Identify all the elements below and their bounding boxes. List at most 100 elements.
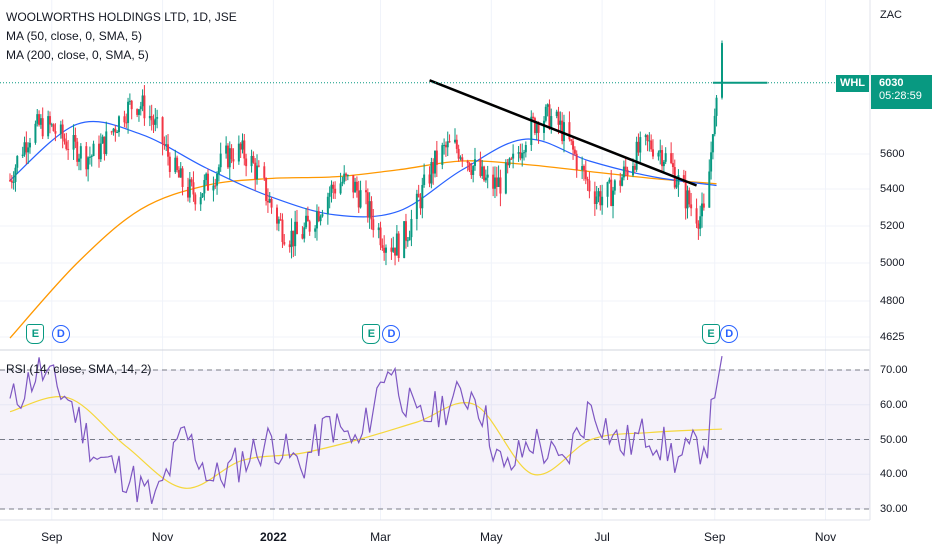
candle-body: [59, 124, 62, 134]
earnings-event-icon[interactable]: E: [702, 324, 721, 344]
candle-body: [201, 193, 204, 198]
candle-body: [495, 177, 498, 187]
candle-body: [112, 128, 115, 132]
candle-body: [519, 152, 522, 159]
candle-body: [99, 143, 102, 160]
candle-body: [403, 221, 406, 258]
candle-body: [355, 181, 358, 191]
candle-body: [621, 177, 624, 186]
candle-body: [10, 180, 13, 183]
candle-body: [105, 131, 108, 154]
candle-body: [279, 219, 282, 221]
candle-body: [533, 118, 536, 134]
candle-body: [250, 155, 253, 167]
time-tick-label: May: [479, 530, 503, 544]
candle-body: [397, 233, 400, 258]
candle-body: [306, 215, 309, 222]
candle-body: [154, 118, 157, 125]
ma200-legend[interactable]: MA (200, close, 0, SMA, 5): [6, 48, 149, 62]
candle-body: [650, 140, 653, 150]
candle-body: [377, 227, 380, 231]
rsi-ma-line: [9, 396, 723, 489]
candle-body: [39, 118, 42, 125]
candle-body: [54, 131, 57, 134]
dividend-event-icon[interactable]: D: [51, 325, 70, 343]
candle-body: [381, 245, 384, 248]
ma50-line: [9, 120, 717, 218]
rsi-legend[interactable]: RSI (14, close, SMA, 14, 2): [6, 362, 152, 376]
candle-body: [504, 162, 507, 194]
candle-body: [395, 233, 398, 256]
time-tick-label: Nov: [814, 530, 837, 544]
candle-body: [555, 111, 558, 117]
candle-body: [268, 199, 271, 203]
candle-body: [161, 117, 164, 145]
candle-body: [254, 162, 257, 180]
candle-body: [34, 123, 37, 143]
candle-body: [63, 138, 66, 142]
candle-body: [276, 207, 278, 224]
rsi-tick-label: 30.00: [880, 503, 908, 515]
candle-body: [499, 177, 502, 194]
candle-body: [101, 136, 104, 144]
candle-body: [368, 201, 371, 218]
candle-body: [136, 109, 139, 115]
candle-body: [219, 153, 222, 168]
time-tick-label: Sep: [41, 530, 63, 544]
candle-body: [684, 182, 687, 209]
candle-body: [179, 168, 182, 178]
candle-body: [263, 166, 266, 178]
candle-body: [473, 159, 476, 166]
earnings-event-icon[interactable]: E: [362, 324, 381, 344]
candle-body: [152, 120, 155, 125]
candle-body: [36, 114, 39, 124]
candle-body: [457, 148, 460, 159]
candle-body: [237, 143, 240, 162]
candle-body: [713, 115, 716, 135]
candle-body: [256, 165, 259, 180]
candle-body: [257, 165, 260, 167]
candle-body: [466, 161, 469, 163]
candle-body: [432, 162, 435, 174]
candle-body: [174, 157, 177, 172]
candle-body: [359, 190, 362, 208]
candle-body: [559, 120, 562, 125]
ma50-legend[interactable]: MA (50, close, 0, SMA, 5): [6, 29, 143, 43]
candle-body: [332, 184, 335, 189]
candle-body: [74, 135, 77, 142]
dividend-event-icon[interactable]: D: [720, 325, 739, 343]
candle-body: [150, 116, 153, 121]
candle-body: [394, 247, 397, 256]
candle-body: [205, 173, 208, 181]
candle-body: [103, 136, 106, 154]
candle-body: [461, 157, 464, 162]
candle-body: [561, 120, 564, 142]
candle-body: [582, 166, 585, 171]
candle-body: [339, 183, 342, 194]
candle-body: [544, 106, 547, 121]
candle-body: [130, 100, 133, 110]
candle-body: [346, 175, 349, 177]
candle-body: [328, 192, 331, 197]
candle-body: [383, 247, 386, 253]
candle-body: [125, 122, 128, 124]
candle-body: [415, 193, 418, 219]
earnings-event-icon[interactable]: E: [26, 324, 45, 344]
candle-body: [637, 141, 640, 153]
candle-body: [61, 124, 64, 139]
trendline[interactable]: [429, 79, 698, 187]
candle-body: [288, 244, 291, 248]
dividend-event-icon[interactable]: D: [382, 325, 401, 343]
candle-body: [715, 97, 718, 116]
candle-body: [686, 190, 689, 209]
candle-body: [550, 116, 553, 129]
candle-body: [225, 145, 228, 154]
candle-body: [199, 197, 202, 205]
candle-body: [701, 203, 704, 217]
candle-body: [41, 118, 44, 137]
candle-body: [79, 146, 82, 159]
candle-body: [232, 159, 235, 162]
candle-body: [326, 196, 329, 215]
ma200-series: [9, 160, 717, 339]
